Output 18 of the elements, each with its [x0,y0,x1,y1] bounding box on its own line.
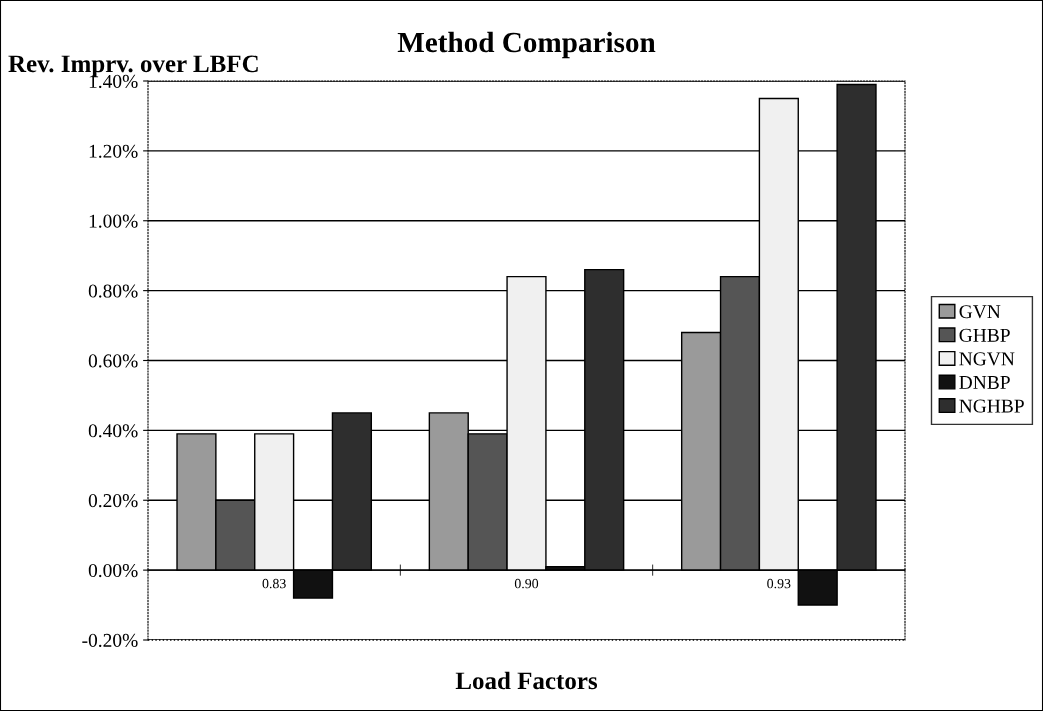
legend-label: DNBP [959,376,1010,389]
legend-label: NGVN [959,352,1015,366]
legend-label: GVN [959,305,1001,319]
y-tick-label: 0.40% [88,424,138,438]
x-tick-label: 0.93 [767,578,791,589]
y-tick-label: -0.20% [82,633,138,648]
legend-label: GHBP [959,328,1010,342]
y-tick-label: 1.20% [89,144,138,158]
y-tick-label: 0.00% [88,563,138,578]
y-tick-label: 1.00% [89,214,138,228]
x-tick-label: 0.90 [514,578,539,589]
x-axis-title: Load Factors [455,671,598,690]
x-tick-label: 0.83 [262,578,286,589]
chart-title: Method Comparison [397,31,656,59]
y-tick-label: 0.80% [88,284,138,298]
y-tick-label: 0.60% [88,354,138,368]
y-tick-label: 0.20% [88,494,138,508]
legend-label: NGHBP [959,399,1024,413]
